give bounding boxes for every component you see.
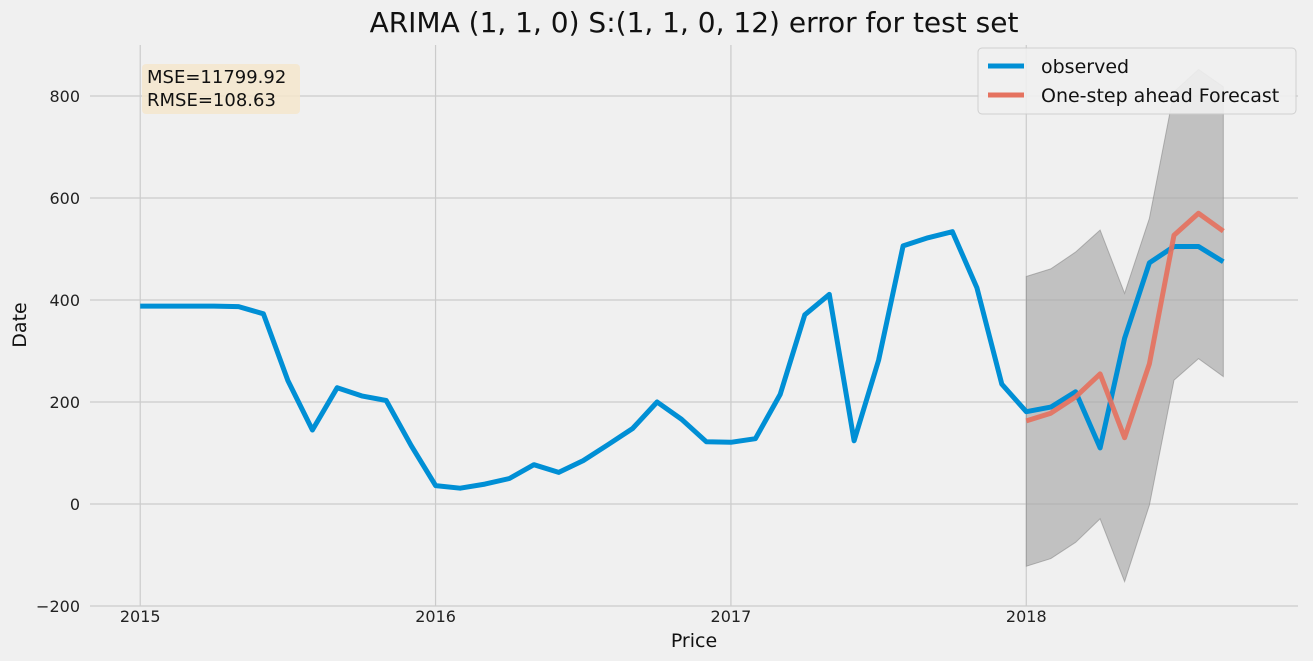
- rmse-text: RMSE=108.63: [147, 90, 276, 111]
- x-axis-label: Price: [671, 630, 717, 652]
- legend-label-observed: observed: [1041, 56, 1129, 78]
- chart-title: ARIMA (1, 1, 0) S:(1, 1, 0, 12) error fo…: [370, 6, 1019, 39]
- legend: observed One-step ahead Forecast: [977, 47, 1297, 115]
- legend-label-forecast: One-step ahead Forecast: [1041, 85, 1279, 107]
- legend-background: [977, 47, 1297, 115]
- x-tick-label: 2016: [415, 607, 456, 626]
- x-tick-label: 2017: [711, 607, 752, 626]
- y-axis-label: Date: [9, 302, 31, 347]
- metrics-box: MSE=11799.92 RMSE=108.63: [142, 64, 300, 114]
- x-tick-label: 2015: [120, 607, 161, 626]
- y-tick-label: 400: [49, 291, 80, 310]
- x-tick-label: 2018: [1006, 607, 1047, 626]
- metrics-box-background: [142, 64, 300, 114]
- mse-text: MSE=11799.92: [147, 67, 286, 88]
- y-tick-label: 0: [70, 495, 80, 514]
- confidence-band: [1025, 68, 1224, 583]
- forecast-line: [1025, 210, 1225, 441]
- confidence-interval: [1025, 68, 1224, 583]
- tick-labels: −200 0 200 400 600 800 2015 2016 2017 2018: [36, 87, 1047, 626]
- y-tick-label: −200: [36, 597, 80, 616]
- y-tick-label: 800: [49, 87, 80, 106]
- observed-line: [140, 229, 1225, 491]
- series-lines: [140, 210, 1225, 491]
- y-tick-label: 200: [49, 393, 80, 412]
- y-tick-label: 600: [49, 189, 80, 208]
